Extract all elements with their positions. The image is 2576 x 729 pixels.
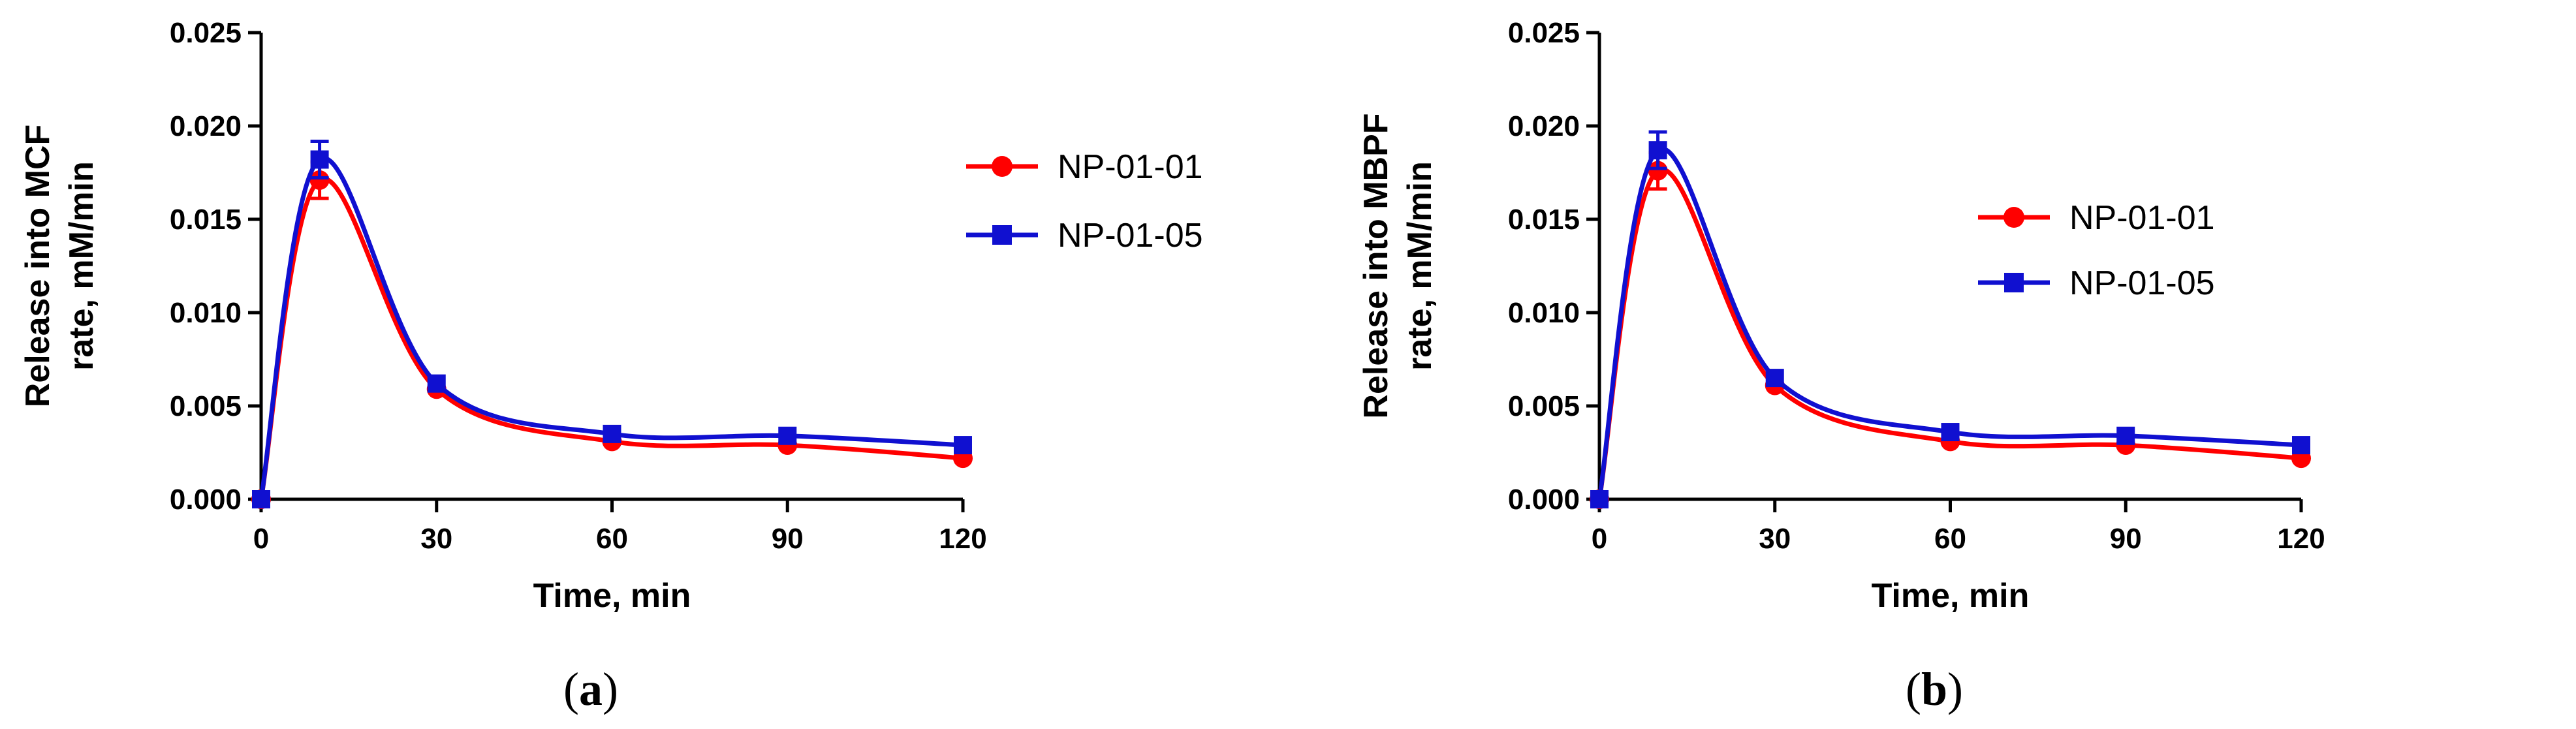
- data-point: [1590, 490, 1609, 508]
- x-axis-label: Time, min: [533, 577, 691, 615]
- y-axis-label-line: rate, mM/min: [1401, 161, 1439, 371]
- x-tick-label: 120: [939, 523, 986, 555]
- caption-b: (b): [1906, 663, 1963, 715]
- x-tick-label: 0: [1592, 523, 1607, 555]
- data-point: [1765, 369, 1784, 388]
- y-tick-label: 0.025: [170, 17, 242, 49]
- legend-marker: [992, 156, 1013, 177]
- x-tick-label: 60: [596, 523, 628, 555]
- y-tick-label: 0.025: [1508, 17, 1580, 49]
- x-tick-label: 120: [2277, 523, 2325, 555]
- y-tick-label: 0.020: [170, 110, 242, 142]
- y-axis-label-line: Release into MBPF: [1357, 113, 1395, 418]
- x-tick-label: 0: [253, 523, 269, 555]
- x-axis-label: Time, min: [1872, 577, 2030, 615]
- y-tick-label: 0.020: [1508, 110, 1580, 142]
- y-tick-label: 0.010: [170, 297, 242, 329]
- legend-label: NP-01-05: [1058, 217, 1203, 255]
- x-tick-label: 90: [772, 523, 804, 555]
- data-point: [778, 426, 797, 445]
- data-point: [2116, 426, 2135, 445]
- legend-label: NP-01-05: [2069, 264, 2215, 302]
- chart-panel-b: 0.000 0.005 0.010 0.015 0.020 0.025 0 30 60 90 120…: [1357, 17, 2325, 615]
- data-point: [1648, 161, 1668, 181]
- y-axis-label-line: rate, mM/min: [63, 161, 101, 371]
- series-line-NP-01-01: [259, 176, 964, 500]
- y-axis-label-line: Release into MCF: [19, 125, 57, 407]
- x-tick-label: 30: [420, 523, 452, 555]
- y-tick-label: 0.010: [1508, 297, 1580, 329]
- caption-b-letter: b: [1921, 663, 1947, 715]
- legend-label: NP-01-01: [1058, 148, 1203, 186]
- y-tick-label: 0.015: [1508, 204, 1580, 236]
- caption-a-open: (: [563, 663, 579, 715]
- y-tick-label: 0.005: [170, 390, 242, 422]
- caption-b-close: ): [1947, 663, 1963, 715]
- y-tick-label: 0.015: [170, 204, 242, 236]
- legend-marker: [2003, 207, 2024, 228]
- caption-a-letter: a: [579, 663, 603, 715]
- data-point: [427, 374, 446, 393]
- y-tick-label: 0.005: [1508, 390, 1580, 422]
- legend-label: NP-01-01: [2069, 199, 2215, 237]
- y-tick-label: 0.000: [170, 484, 242, 516]
- legend-marker: [2004, 273, 2024, 292]
- caption-a-close: ): [603, 663, 618, 715]
- legend-marker: [992, 225, 1012, 245]
- x-tick-label: 30: [1759, 523, 1791, 555]
- data-point: [252, 490, 270, 508]
- chart-panel-a: 0.000 0.005 0.010 0.015 0.020 0.025 0 30 60 90 120…: [19, 17, 1203, 615]
- data-point: [309, 170, 330, 190]
- data-point: [1648, 141, 1667, 160]
- data-point: [603, 424, 621, 443]
- x-tick-label: 60: [1934, 523, 1966, 555]
- caption-a: (a): [563, 663, 618, 715]
- data-point: [1941, 423, 1960, 442]
- y-tick-label: 0.000: [1508, 484, 1580, 516]
- data-point: [310, 150, 329, 169]
- data-point: [954, 436, 972, 455]
- caption-b-open: (: [1906, 663, 1921, 715]
- data-point: [2292, 436, 2310, 455]
- x-tick-label: 90: [2110, 523, 2142, 555]
